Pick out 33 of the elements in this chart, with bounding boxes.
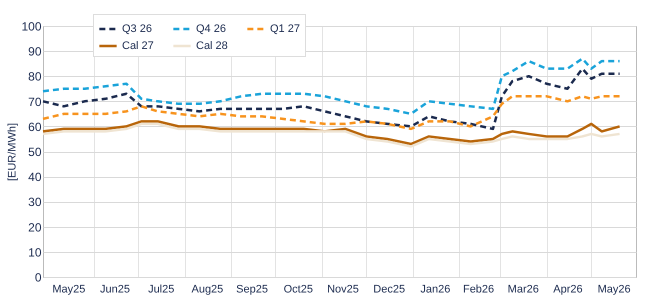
x-tick-label: Apr26: [553, 284, 583, 296]
x-tick-label: Oct25: [284, 284, 313, 296]
y-tick-label: 20: [28, 220, 42, 234]
y-tick-label: 30: [28, 195, 42, 210]
legend-label: Q4 26: [196, 23, 226, 35]
y-tick-label: 10: [28, 245, 42, 260]
x-tick-label: Feb26: [462, 284, 494, 296]
y-tick-label: 0: [34, 270, 42, 284]
y-axis-title: [EUR/MWh]: [6, 122, 18, 182]
legend-label: Cal 28: [196, 40, 228, 52]
legend-label: Q1 27: [270, 23, 300, 35]
x-tick-label: Jul25: [148, 284, 174, 296]
legend-label: Cal 27: [122, 40, 154, 52]
x-tick-label: Nov25: [327, 284, 359, 296]
x-tick-label: May25: [52, 284, 86, 296]
x-tick-label: Aug25: [191, 284, 224, 296]
x-tick-label: May26: [598, 284, 631, 296]
y-tick-label: 100: [21, 20, 42, 34]
legend-label: Q3 26: [122, 23, 152, 35]
line-series: [42, 95, 621, 130]
y-tick-label: 70: [28, 94, 42, 109]
y-tick-label: 80: [28, 70, 42, 84]
x-tick-label: Dec25: [373, 284, 406, 296]
y-tick-label: 50: [28, 145, 42, 159]
line-series: [42, 57, 621, 116]
x-tick-label: Jun25: [100, 284, 130, 296]
x-tick-label: Sep25: [236, 284, 268, 296]
y-tick-label: 40: [28, 170, 42, 184]
x-tick-label: Jan26: [420, 284, 450, 296]
x-tick-label: Mar26: [508, 284, 539, 296]
y-tick-label: 90: [28, 44, 42, 59]
line-series: [42, 67, 621, 130]
y-tick-label: 60: [28, 120, 42, 134]
